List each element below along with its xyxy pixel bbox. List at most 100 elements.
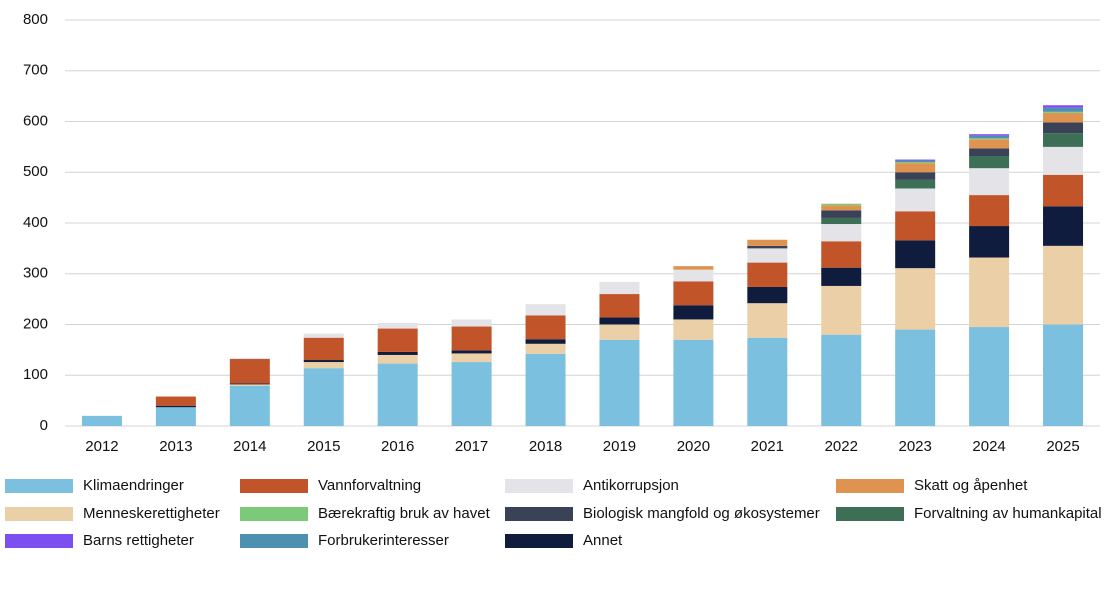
bar-segment [969, 226, 1010, 258]
bar-segment [895, 329, 936, 426]
bar-segment [303, 360, 344, 363]
bar-segment [747, 303, 788, 338]
legend-swatch [505, 507, 573, 521]
x-tick-label: 2021 [751, 438, 784, 455]
bar-segment [377, 328, 418, 352]
bar-segment [451, 353, 492, 363]
legend-label: Antikorrupsjon [583, 477, 679, 494]
bar-segment [969, 156, 1010, 169]
legend-swatch [505, 479, 573, 493]
legend-swatch [505, 534, 573, 548]
legend-label: Annet [583, 532, 623, 549]
bar-segment [895, 240, 936, 269]
bar-segment [895, 268, 936, 330]
bar-segment [1043, 324, 1084, 426]
bar-segment [969, 168, 1010, 196]
legend-swatch [836, 479, 904, 493]
x-tick-label: 2013 [159, 438, 192, 455]
x-tick-label: 2018 [529, 438, 562, 455]
x-tick-label: 2015 [307, 438, 340, 455]
bar-segment [895, 160, 936, 163]
bar-segment [1043, 105, 1084, 108]
bar-segment [451, 362, 492, 426]
bar-segment [821, 210, 862, 218]
bar-segment [969, 327, 1010, 426]
bar-segment [155, 405, 196, 408]
x-tick-label: 2012 [85, 438, 118, 455]
x-tick-label: 2014 [233, 438, 266, 455]
bar-segment [599, 294, 640, 318]
bar-segment [821, 285, 862, 335]
bar-segment [821, 267, 862, 286]
bar-segment [229, 383, 270, 385]
y-tick-label: 700 [23, 62, 48, 79]
bar-segment [451, 326, 492, 351]
bar-segment [451, 319, 492, 327]
bar-segment [1043, 133, 1084, 147]
bar-segment [377, 322, 418, 329]
bar-segment [377, 363, 418, 426]
bar-segment [377, 351, 418, 355]
bar-segment [895, 172, 936, 180]
x-tick-label: 2023 [898, 438, 931, 455]
bar-segment [673, 281, 714, 306]
y-tick-label: 300 [23, 265, 48, 282]
bar-segment [525, 315, 566, 340]
bar-segment [969, 257, 1010, 328]
legend-label: Bærekraftig bruk av havet [318, 505, 491, 522]
bar-segment [747, 262, 788, 287]
x-tick-label: 2024 [972, 438, 1005, 455]
legend-label: Vannforvaltning [318, 477, 421, 494]
legend-swatch [240, 507, 308, 521]
bar-segment [1043, 111, 1084, 113]
x-tick-label: 2017 [455, 438, 488, 455]
bar-segment [821, 224, 862, 242]
x-tick-label: 2022 [825, 438, 858, 455]
bar-segment [1043, 206, 1084, 246]
bar-segment [1043, 174, 1084, 207]
legend-label: Forvaltning av humankapital [914, 505, 1102, 522]
legend-label: Biologisk mangfold og økosystemer [583, 505, 820, 522]
bar-segment [377, 354, 418, 364]
x-tick-label: 2020 [677, 438, 710, 455]
bar-segment [525, 343, 566, 354]
bar-segment [229, 359, 270, 384]
bar-segment [895, 179, 936, 189]
legend-swatch [240, 479, 308, 493]
bar-segment [229, 357, 270, 360]
y-tick-label: 500 [23, 163, 48, 180]
legend-label: Barns rettigheter [83, 532, 194, 549]
bar-segment [895, 211, 936, 241]
legend-swatch [5, 507, 73, 521]
bar-segment [969, 134, 1010, 136]
bar-segment [1043, 112, 1084, 123]
x-tick-label: 2025 [1046, 438, 1079, 455]
legend-label: Menneskerettigheter [83, 505, 220, 522]
bar-segment [229, 385, 270, 426]
bar-segment [673, 269, 714, 282]
bar-segment [1043, 146, 1084, 175]
bar-segment [747, 248, 788, 263]
bar-segment [303, 368, 344, 426]
bar-segment [303, 337, 344, 361]
bar-segment [451, 350, 492, 354]
x-tick-label: 2019 [603, 438, 636, 455]
bar-segment [895, 188, 936, 212]
bar-segment [599, 339, 640, 426]
y-tick-label: 600 [23, 112, 48, 129]
legend-swatch [5, 534, 73, 548]
bar-segment [599, 317, 640, 325]
bar-segment [747, 337, 788, 426]
bar-segment [81, 415, 122, 426]
bar-segment [1043, 245, 1084, 325]
bar-segment [599, 281, 640, 295]
legend-label: Forbrukerinteresser [318, 532, 449, 549]
bar-segment [747, 286, 788, 304]
legend-swatch [240, 534, 308, 548]
bar-segment [525, 339, 566, 344]
bar-segment [821, 203, 862, 206]
x-tick-label: 2016 [381, 438, 414, 455]
bar-segment [895, 159, 936, 161]
bar-segment [821, 205, 862, 211]
